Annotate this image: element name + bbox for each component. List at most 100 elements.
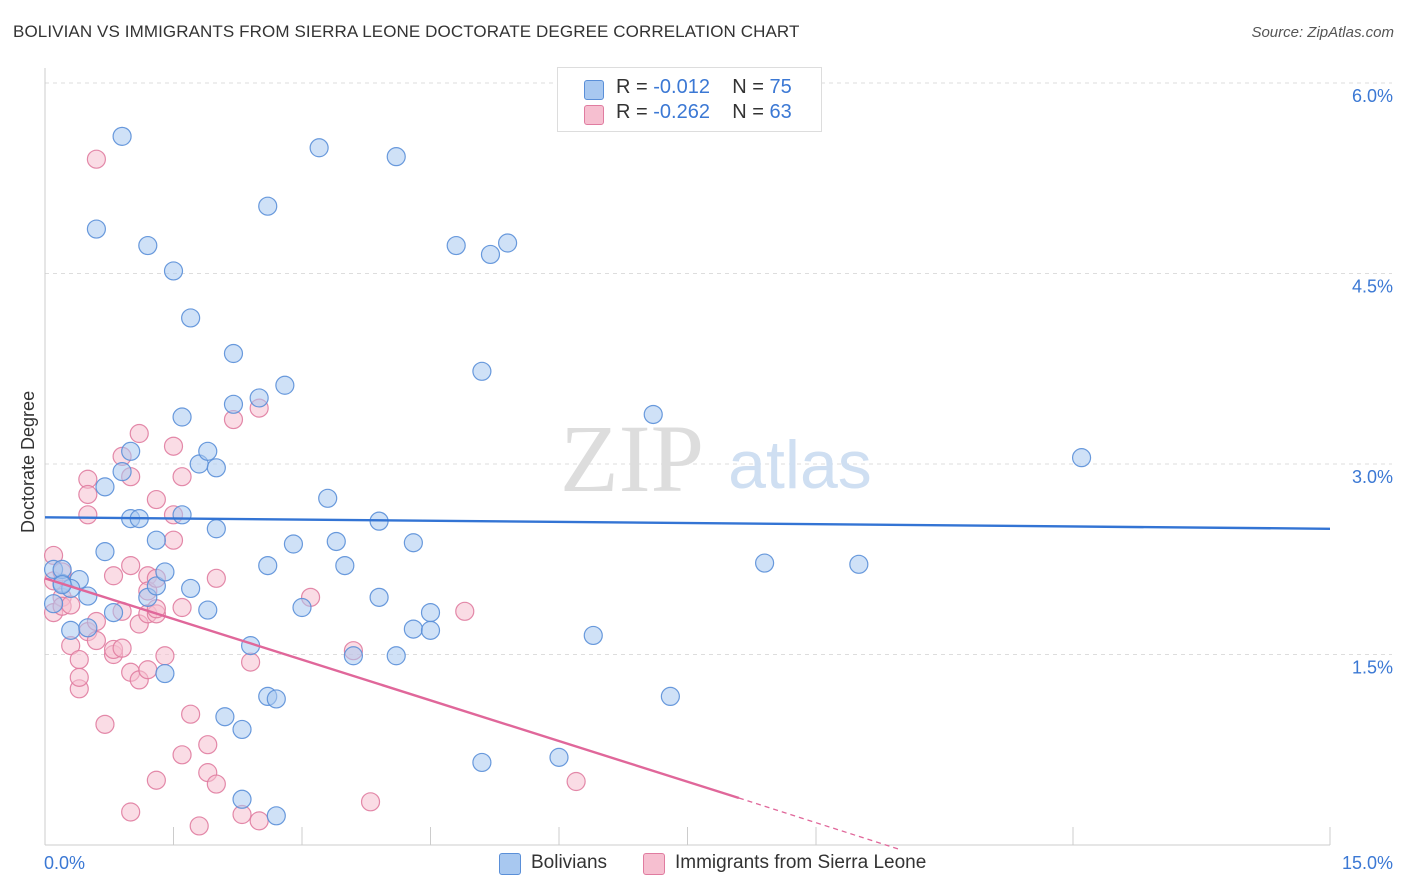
bolivian-point: [61, 620, 81, 640]
legend-r-label: R =: [616, 101, 648, 123]
bolivian-point: [369, 587, 389, 607]
bottom-legend-swatch-sierra-leone: [643, 853, 665, 875]
legend-n-value: 75: [769, 76, 792, 98]
sierra-leone-point: [360, 792, 381, 812]
sierra-leone-point: [138, 660, 158, 680]
bolivian-point: [146, 530, 166, 550]
bolivian-point: [112, 462, 132, 482]
sierra-leone-point: [146, 489, 166, 510]
bolivian-point: [112, 126, 132, 146]
bolivian-point: [643, 404, 663, 425]
bolivian-point: [258, 555, 278, 576]
sierra-leone-point: [189, 816, 209, 836]
legend-r-value: -0.262: [653, 101, 710, 123]
watermark-atlas: atlas: [728, 427, 872, 503]
sierra-leone-point: [112, 638, 132, 658]
bolivian-point: [480, 244, 501, 265]
bolivian-point: [155, 562, 175, 582]
bolivian-point: [138, 235, 158, 256]
bottom-legend-label: Immigrants from Sierra Leone: [675, 852, 927, 873]
sierra-leone-point: [129, 423, 149, 444]
sierra-leone-point: [206, 774, 226, 794]
grid-lines: [45, 82, 1392, 655]
bolivian-point: [403, 533, 423, 553]
bolivian-point: [223, 394, 244, 414]
bolivian-point: [318, 488, 338, 508]
sierra-leone-point: [103, 566, 124, 586]
bolivian-point: [86, 219, 107, 239]
bolivian-point: [335, 555, 355, 576]
bolivian-point: [343, 646, 363, 666]
sierra-leone-point: [172, 745, 192, 765]
bolivian-point: [754, 553, 775, 573]
bolivian-point: [181, 578, 201, 599]
bolivian-point: [121, 441, 141, 461]
trend-lines: [44, 516, 1331, 851]
bolivian-point: [206, 519, 226, 539]
bolivian-point: [172, 505, 192, 525]
watermark: ZIP atlas: [560, 405, 872, 512]
bolivian-point: [95, 477, 115, 497]
bolivian-point: [660, 686, 680, 707]
legend-r-label: R =: [616, 76, 648, 98]
sierra-leone-point: [78, 484, 98, 505]
legend-n-label: N =: [732, 76, 764, 98]
bolivian-point: [420, 602, 441, 623]
y-tick-label: 4.5%: [1352, 277, 1393, 297]
legend-swatch-bolivians: [584, 80, 604, 100]
bolivian-point: [163, 261, 184, 281]
bolivian-point: [283, 534, 304, 554]
sierra-leone-point: [69, 649, 89, 670]
bolivian-point: [549, 747, 569, 767]
legend-n-label: N =: [732, 101, 764, 123]
sierra-leone-point: [163, 436, 184, 456]
bolivian-point: [249, 388, 269, 408]
sierra-leone-point: [181, 704, 201, 724]
bolivian-point: [258, 196, 278, 216]
bolivian-point: [78, 618, 98, 638]
bolivian-point: [498, 233, 518, 253]
sierra-leone-point: [241, 652, 261, 672]
bolivian-point: [198, 600, 218, 620]
bolivian-point: [326, 531, 346, 552]
bolivian-point: [420, 620, 441, 640]
trend-line-bolivians: [44, 516, 1331, 530]
bolivian-point: [403, 619, 423, 639]
axes: [44, 68, 1331, 846]
sierra-leone-point: [198, 735, 218, 755]
bolivian-point: [223, 343, 244, 364]
sierra-leone-point: [121, 802, 141, 822]
bottom-legend-swatch-bolivians: [499, 853, 521, 875]
sierra-leone-point: [95, 714, 115, 734]
bolivian-point: [275, 375, 295, 395]
trend-line-sierra-leone-extrapolated: [738, 797, 902, 851]
correlation-legend: R = -0.012 N = 75 R = -0.262 N = 63: [557, 67, 822, 132]
bolivian-point: [172, 407, 192, 427]
sierra-leone-point: [146, 770, 166, 790]
x-tick-label: 15.0%: [1342, 853, 1393, 873]
trend-line-sierra-leone: [44, 577, 740, 800]
sierra-leone-point: [172, 597, 192, 618]
y-tick-label: 1.5%: [1352, 658, 1393, 678]
sierra-leone-point: [163, 530, 184, 550]
legend-n-value: 63: [769, 101, 792, 123]
x-tick-label: 0.0%: [44, 853, 85, 873]
sierra-leone-point: [69, 667, 89, 687]
sierra-leone-point: [455, 601, 475, 621]
y-tick-label: 3.0%: [1352, 467, 1393, 487]
sierra-leone-point: [121, 555, 141, 576]
y-tick-label: 6.0%: [1352, 86, 1393, 106]
bolivian-point: [43, 594, 64, 614]
bottom-legend-label: Bolivians: [531, 852, 608, 873]
bolivian-point: [472, 752, 492, 773]
bolivian-point: [146, 576, 166, 596]
bolivian-point: [472, 361, 492, 381]
sierra-leone-point: [155, 646, 175, 666]
bolivian-point: [103, 602, 124, 623]
bolivian-point: [198, 441, 218, 461]
bolivian-point: [232, 719, 252, 740]
bolivian-point: [266, 806, 286, 826]
bolivian-point: [155, 663, 175, 684]
sierra-leone-point: [61, 595, 81, 615]
